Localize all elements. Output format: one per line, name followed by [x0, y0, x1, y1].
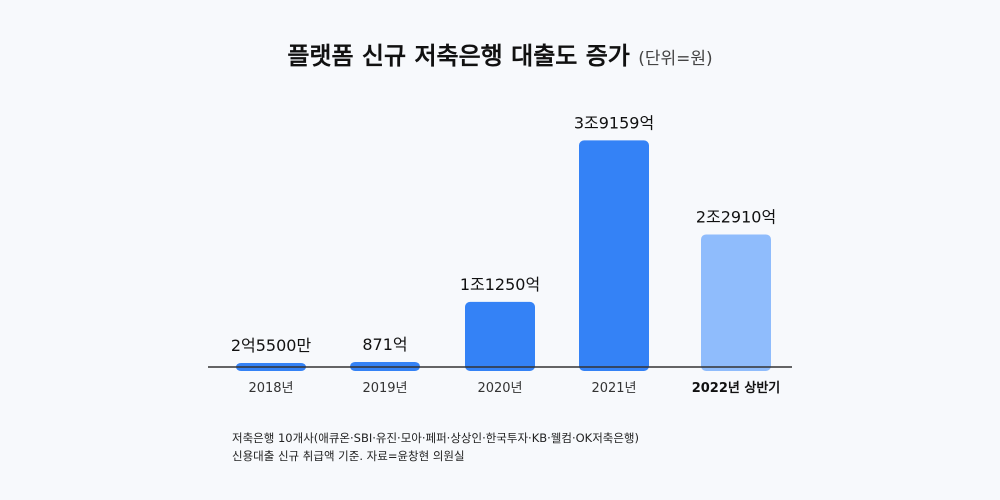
data-label-2: 1조1250억 [460, 275, 540, 294]
bar-2 [465, 301, 535, 371]
bar-4 [701, 234, 771, 371]
source-line-1: 저축은행 10개사(애큐온·SBI·유진·모아·페퍼·상상인·한국투자·KB·웰… [232, 431, 640, 445]
data-label-1: 871억 [362, 335, 407, 354]
data-label-0: 2억5500만 [231, 336, 312, 355]
x-tick-label-2: 2020년 [477, 381, 522, 396]
x-tick-label-3: 2021년 [591, 381, 636, 396]
unit-label: (단위=원) [638, 49, 713, 69]
bar-3 [579, 140, 649, 371]
x-tick-label-4: 2022년 상반기 [692, 380, 781, 396]
bar-chart: 2억5500만 2018년 871억 2019년 1조1250억 2020년 3조9159억… [208, 113, 792, 396]
source-note: 저축은행 10개사(애큐온·SBI·유진·모아·페퍼·상상인·한국투자·KB·웰… [232, 429, 639, 465]
x-tick-label-1: 2019년 [362, 381, 407, 396]
x-tick-label-0: 2018년 [248, 381, 293, 396]
title-text: 플랫폼 신규 저축은행 대출도 증가 [287, 42, 630, 70]
chart-title: 플랫폼 신규 저축은행 대출도 증가 (단위=원) [0, 36, 1000, 71]
data-label-4: 2조2910억 [696, 207, 776, 226]
source-line-2: 신용대출 신규 취급액 기준. 자료=윤창현 의원실 [232, 449, 465, 463]
data-label-3: 3조9159억 [574, 113, 654, 132]
